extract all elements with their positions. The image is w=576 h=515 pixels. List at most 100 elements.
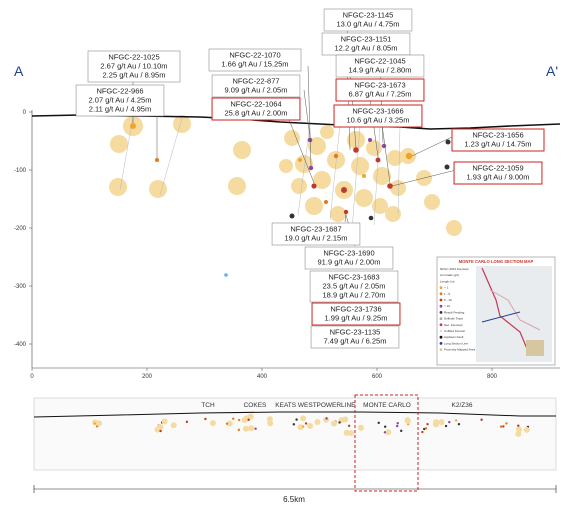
- long-section-dot: [502, 425, 505, 428]
- x-tick-label: 600: [372, 374, 383, 380]
- long-section-dot: [421, 430, 424, 434]
- legend-symbol: [439, 317, 443, 320]
- main-section: 0 -100 -200 -300 -400 0 200 400 600 800 …: [14, 8, 561, 380]
- grade-dot: [368, 138, 372, 142]
- long-section-dot: [300, 415, 307, 422]
- halo: [424, 194, 440, 210]
- legend-symbol: [439, 323, 443, 327]
- legend-entry: > 10: [444, 304, 450, 308]
- legend-symbol: [439, 292, 443, 296]
- long-section-dot: [358, 424, 365, 431]
- grade-dot: [405, 152, 413, 160]
- legend-entry: Result Pending: [444, 310, 465, 314]
- region-label: MONTE CARLO: [363, 402, 411, 409]
- legend-entry: NFGC 2024 Intercept: [440, 267, 469, 271]
- grade-dot: [308, 165, 314, 171]
- long-section-dot: [448, 420, 451, 424]
- halo: [330, 206, 346, 222]
- callout-intercept: 91.9 g/t Au / 2.00m: [318, 258, 381, 267]
- halo: [173, 115, 191, 133]
- long-section-dot: [159, 429, 162, 433]
- long-section-dot: [424, 427, 428, 430]
- callout-box: [323, 8, 413, 32]
- halo: [233, 141, 251, 159]
- callout-intercept: 9.09 g/t Au / 2.05m: [225, 86, 288, 95]
- long-section-dot: [314, 419, 321, 426]
- long-section-dot: [338, 421, 341, 424]
- grade-dot: [387, 183, 393, 189]
- long-section-dot: [523, 426, 530, 433]
- halo: [366, 140, 382, 156]
- legend-entry: 1 - 5: [444, 292, 450, 296]
- inset-map-title: MONTE CARLO LONG SECTION MAP: [459, 259, 534, 264]
- long-section-dot: [232, 417, 235, 420]
- long-section-dot: [438, 419, 445, 426]
- grade-dot: [155, 158, 159, 162]
- legend-entry: Length (m): [440, 279, 455, 283]
- long-section-dots: [92, 413, 530, 437]
- scale-bar-label: 6.5km: [283, 495, 305, 504]
- callout-hole-id: NFGC-22-966: [96, 87, 143, 96]
- long-section-dot: [383, 431, 387, 434]
- callout-box: [208, 48, 302, 72]
- halo: [385, 206, 401, 222]
- legend-symbol: [439, 286, 443, 289]
- legend-entry: Sec. Intercept: [444, 323, 463, 327]
- long-section-dot: [348, 430, 355, 437]
- region-label: COKES: [244, 402, 267, 409]
- long-section-dot: [426, 423, 429, 426]
- callout-hole-id: NFGC-23-1683: [328, 273, 379, 282]
- long-section-dot: [400, 429, 403, 433]
- long-section-dot: [515, 430, 522, 437]
- callout-box: [333, 104, 423, 128]
- long-section-dot: [377, 421, 380, 425]
- pending-dot: [444, 164, 450, 170]
- callout-intercept: 1.99 g/t Au / 9.25m: [325, 314, 388, 323]
- region-label: POWERLINE: [316, 402, 356, 409]
- long-section-dot: [457, 422, 461, 426]
- long-section-dot: [248, 425, 255, 432]
- callout-intercept: 19.0 g/t Au / 2.15m: [285, 234, 348, 243]
- callout-hole-id: NFGC-22-1025: [108, 53, 159, 62]
- callout-intercept: 25.8 g/t Au / 2.00m: [225, 109, 288, 118]
- long-section-dot: [225, 422, 229, 425]
- grade-dot: [298, 158, 302, 162]
- halo: [279, 159, 293, 173]
- callout-intercept: 1.93 g/t Au / 9.00m: [467, 173, 530, 182]
- halo: [228, 177, 246, 195]
- long-section-dot: [170, 422, 177, 429]
- callout-box: [335, 78, 425, 102]
- long-section-dot: [517, 424, 520, 427]
- grade-dot: [362, 174, 366, 178]
- long-section-dot: [226, 420, 233, 427]
- long-section-dot: [404, 417, 411, 424]
- callout-hole-id: NFGC-23-1673: [354, 81, 405, 90]
- inset-map: MONTE CARLO LONG SECTION MAP NFGC 2024 I…: [436, 256, 556, 366]
- legend-symbol: [439, 298, 443, 302]
- long-section-dot: [515, 426, 522, 433]
- y-tick-label: -300: [14, 284, 27, 290]
- callout-box: [451, 128, 545, 152]
- callout-hole-id: NFGC-22-877: [232, 77, 279, 86]
- grade-halos: [109, 115, 462, 236]
- long-section-dot: [444, 424, 448, 428]
- callout-hole-id: NFGC-23-1736: [330, 305, 381, 314]
- grade-dot: [311, 183, 317, 189]
- drill-area-trace: [489, 289, 541, 331]
- legend-symbol: [439, 329, 443, 333]
- callout-box: [309, 270, 399, 303]
- mapped-area: [526, 340, 544, 356]
- callout-box: [311, 302, 401, 326]
- callout-intercept: 1.66 g/t Au / 15.25m: [221, 60, 288, 69]
- callout-hole-id: NFGC-23-1135: [330, 328, 381, 337]
- halo: [446, 220, 462, 236]
- grade-dot: [343, 209, 349, 215]
- long-section-dot: [204, 417, 207, 421]
- long-section-line: [481, 311, 521, 323]
- region-label: KEATS WEST: [275, 402, 316, 409]
- long-section-dot: [347, 424, 351, 428]
- grade-dot: [375, 157, 381, 163]
- legend-symbol: [439, 311, 443, 314]
- pending-dot: [289, 213, 295, 219]
